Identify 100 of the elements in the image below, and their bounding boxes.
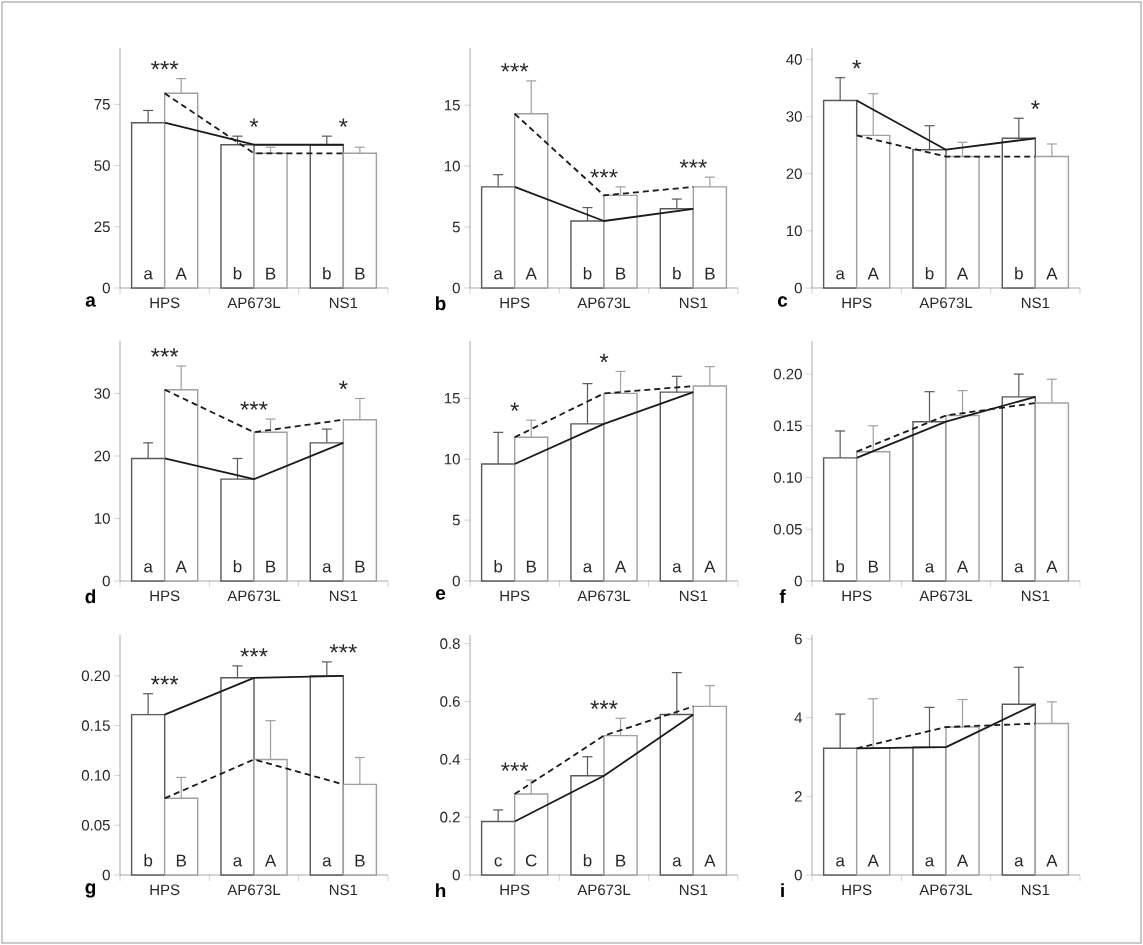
x-tick-label: HPS bbox=[842, 297, 872, 309]
text: b bbox=[435, 296, 446, 311]
x-tick-label: HPS bbox=[842, 590, 872, 602]
x-tick-label: HPS bbox=[150, 590, 180, 602]
text: c bbox=[777, 296, 788, 307]
y-tick-label: 0.15 bbox=[773, 420, 802, 432]
y-tick-label: 0 bbox=[794, 575, 802, 587]
y-tick-label: 20 bbox=[786, 168, 802, 180]
data-label: a bbox=[583, 563, 593, 573]
y-tick-label: 0 bbox=[452, 869, 460, 881]
y-tick-label: 0.4 bbox=[440, 754, 461, 765]
data-label: B bbox=[266, 267, 276, 280]
y-tick-label: 0.2 bbox=[440, 811, 460, 823]
data-label: a bbox=[672, 563, 682, 573]
x-tick-label: NS1 bbox=[329, 884, 358, 896]
data-label: B bbox=[355, 267, 365, 280]
x-tick-label: HPS bbox=[150, 884, 180, 896]
x-tick-label: HPS bbox=[842, 884, 872, 896]
data-label: b bbox=[925, 266, 934, 280]
data-label: A bbox=[1046, 560, 1058, 573]
data-label: a bbox=[925, 857, 935, 867]
annotation: * bbox=[1031, 100, 1040, 109]
data-label: a bbox=[925, 563, 935, 573]
x-tick-label: AP673L bbox=[919, 590, 973, 602]
x-tick-label: NS1 bbox=[329, 590, 358, 602]
data-label: b bbox=[233, 559, 242, 573]
y-tick-label: 40 bbox=[786, 54, 802, 65]
annotation: * bbox=[339, 118, 348, 127]
data-label: B bbox=[266, 560, 276, 573]
text: f bbox=[779, 589, 786, 604]
annotation: *** bbox=[329, 644, 357, 653]
y-tick-label: 5 bbox=[452, 221, 460, 233]
x-tick-label: AP673L bbox=[577, 590, 631, 602]
x-tick-label: NS1 bbox=[679, 297, 708, 309]
y-tick-label: 4 bbox=[794, 712, 803, 723]
y-tick-label: 0 bbox=[102, 282, 110, 294]
x-tick-label: AP673L bbox=[577, 884, 631, 896]
x-tick-label: AP673L bbox=[919, 884, 973, 896]
x-tick-label: AP673L bbox=[227, 884, 281, 896]
data-label: C bbox=[525, 854, 537, 867]
data-label: a bbox=[322, 563, 332, 573]
text: d bbox=[85, 589, 96, 604]
data-label: B bbox=[355, 854, 365, 867]
data-label: b bbox=[583, 853, 592, 867]
y-tick-label: 0.10 bbox=[773, 472, 802, 483]
y-tick-label: 0.15 bbox=[81, 720, 110, 731]
data-label: A bbox=[956, 560, 969, 573]
x-tick-label: NS1 bbox=[1021, 884, 1050, 896]
y-tick-label: 0.10 bbox=[81, 770, 110, 781]
data-label: B bbox=[616, 267, 626, 280]
y-tick-label: 10 bbox=[444, 160, 460, 172]
x-tick-label: HPS bbox=[150, 297, 180, 309]
annotation: *** bbox=[501, 63, 529, 72]
data-label: B bbox=[616, 854, 626, 867]
data-label: a bbox=[1014, 563, 1024, 573]
annotation: * bbox=[852, 59, 861, 69]
annotation: *** bbox=[240, 401, 268, 410]
annotation: *** bbox=[151, 60, 179, 70]
data-label: B bbox=[868, 560, 878, 573]
data-label: a bbox=[836, 270, 845, 280]
x-tick-label: AP673L bbox=[227, 590, 281, 602]
x-tick-label: AP673L bbox=[227, 297, 281, 309]
data-label: a bbox=[144, 270, 153, 280]
annotation: *** bbox=[240, 648, 268, 657]
y-tick-label: 0 bbox=[794, 869, 802, 881]
text: a bbox=[85, 296, 96, 307]
y-tick-label: 0.05 bbox=[773, 523, 802, 535]
text: i bbox=[781, 883, 784, 898]
data-label: A bbox=[264, 854, 277, 867]
data-label: A bbox=[956, 267, 969, 280]
data-label: B bbox=[526, 560, 536, 573]
data-label: A bbox=[614, 560, 627, 573]
annotation: * bbox=[510, 402, 519, 411]
data-label: A bbox=[175, 560, 187, 573]
data-label: B bbox=[355, 560, 365, 573]
y-tick-label: 2 bbox=[794, 791, 802, 802]
y-tick-label: 30 bbox=[786, 111, 802, 122]
y-tick-label: 30 bbox=[94, 388, 110, 399]
annotation: * bbox=[249, 118, 259, 127]
x-tick-label: AP673L bbox=[919, 297, 973, 309]
x-tick-label: NS1 bbox=[1021, 297, 1050, 309]
y-tick-label: 0.05 bbox=[81, 819, 110, 831]
data-label: b bbox=[233, 266, 242, 280]
text: e bbox=[435, 589, 446, 600]
y-tick-label: 5 bbox=[452, 514, 460, 526]
annotation: *** bbox=[590, 700, 618, 709]
y-tick-label: 10 bbox=[786, 225, 802, 237]
x-tick-label: HPS bbox=[500, 884, 530, 896]
data-label: A bbox=[867, 267, 879, 280]
x-tick-label: NS1 bbox=[679, 884, 708, 896]
data-label: b bbox=[673, 266, 681, 280]
annotation: * bbox=[339, 380, 348, 390]
y-tick-label: 0.6 bbox=[440, 696, 460, 707]
x-tick-label: HPS bbox=[500, 590, 530, 602]
text: g bbox=[85, 883, 96, 898]
data-label: a bbox=[233, 857, 243, 867]
x-tick-label: NS1 bbox=[1021, 590, 1050, 602]
data-label: A bbox=[1046, 854, 1058, 867]
annotation: *** bbox=[151, 348, 179, 357]
y-tick-label: 0.20 bbox=[81, 670, 110, 682]
